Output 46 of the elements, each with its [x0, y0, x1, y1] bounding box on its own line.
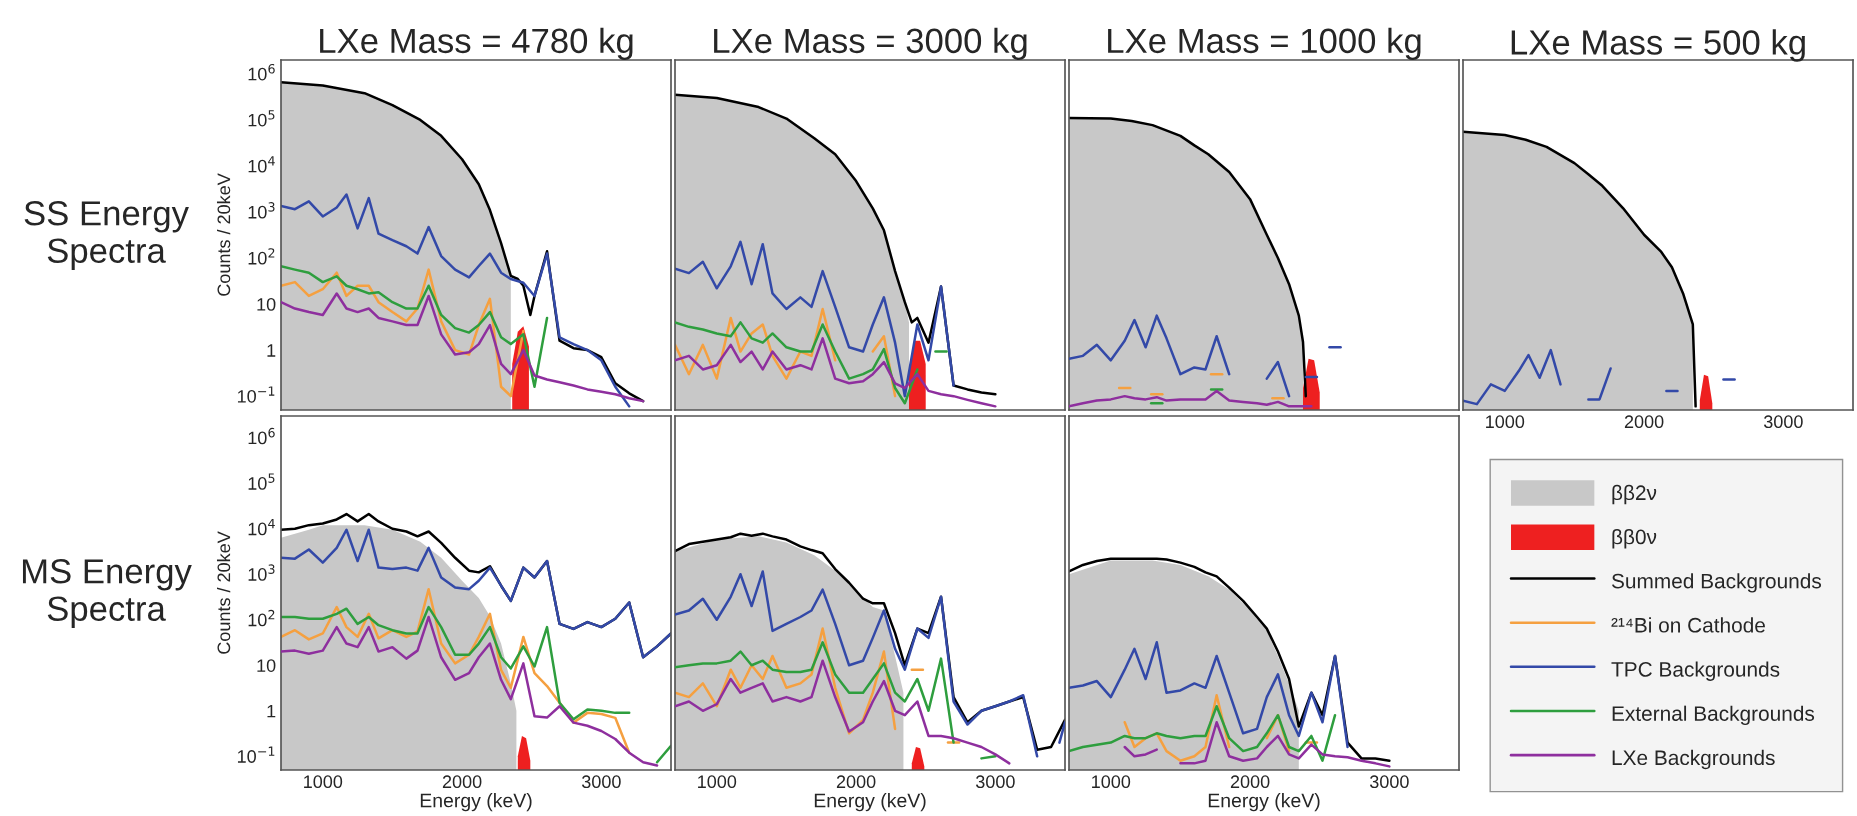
- x-tick-label: 3000: [975, 775, 1015, 789]
- chart-title: LXe Mass = 4780 kg: [320, 27, 633, 60]
- x-tick-label: 2000: [1230, 775, 1270, 789]
- x-tick-label: 1000: [1486, 415, 1525, 429]
- x-tick-label: 3000: [1763, 415, 1803, 429]
- legend-label: TPC Backgrounds: [1611, 661, 1780, 681]
- legend-label: ββ0ν: [1612, 528, 1657, 549]
- y-tick-label: 10$^{2}$: [248, 609, 275, 627]
- x-tick-label: 3000: [581, 775, 621, 789]
- y-tick-label: 1: [267, 344, 276, 357]
- legend-label: LXe Backgrounds: [1612, 749, 1775, 770]
- y-tick-label: 10$^{4}$: [248, 519, 275, 536]
- x-axis-title: Energy (keV): [814, 793, 926, 812]
- x-tick-label: 2000: [836, 775, 876, 789]
- y-tick-label: 10$^{−1}$: [237, 746, 275, 763]
- x-tick-label: 2000: [1624, 415, 1664, 429]
- x-tick-label: 1000: [1092, 775, 1131, 789]
- x-tick-label: 2000: [442, 775, 482, 789]
- x-tick-label: 1000: [304, 775, 343, 789]
- y-tick-label: 10$^{6}$: [248, 427, 275, 445]
- y-axis-title: Counts / 20keV: [216, 531, 231, 654]
- chart-title: LXe Mass = 500 kg: [1511, 29, 1805, 62]
- text: MS Energy Spectra: [22, 559, 192, 628]
- y-tick-label: 10$^{−1}$: [237, 386, 275, 403]
- y-tick-label: 10: [257, 659, 276, 672]
- legend-label: External Backgrounds: [1612, 705, 1815, 726]
- legend-label: ββ2ν: [1612, 484, 1657, 505]
- y-tick-label: 10$^{2}$: [248, 248, 275, 265]
- x-tick-label: 1000: [698, 775, 737, 789]
- chart-title: LXe Mass = 3000 kg: [714, 27, 1027, 60]
- y-tick-label: 10$^{4}$: [248, 156, 275, 173]
- legend-label: Summed Backgrounds: [1611, 573, 1822, 593]
- y-tick-label: 10$^{5}$: [248, 110, 275, 127]
- y-tick-label: 10$^{3}$: [248, 202, 275, 219]
- x-axis-title: Energy (keV): [420, 793, 532, 812]
- y-tick-label: 1: [267, 704, 276, 718]
- y-tick-label: 10$^{6}$: [248, 63, 275, 81]
- y-tick-label: 10: [257, 297, 276, 311]
- x-tick-label: 3000: [1369, 775, 1409, 789]
- y-axis-title: Counts / 20keV: [216, 173, 231, 296]
- chart-title: LXe Mass = 1000 kg: [1108, 27, 1421, 60]
- text: SS Energy Spectra: [24, 201, 189, 270]
- y-tick-label: 10$^{3}$: [248, 564, 275, 581]
- y-tick-label: 10$^{5}$: [248, 473, 275, 490]
- x-axis-title: Energy (keV): [1208, 793, 1320, 812]
- legend-label: ²¹⁴Bi on Cathode: [1611, 617, 1765, 633]
